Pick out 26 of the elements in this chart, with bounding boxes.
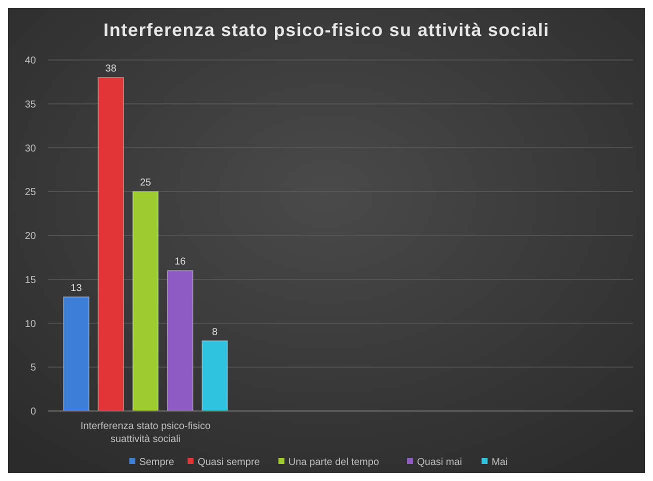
bar <box>132 191 159 412</box>
y-tick-label: 30 <box>24 143 36 154</box>
bar <box>166 270 194 412</box>
bar <box>202 340 228 412</box>
data-label: 38 <box>105 64 117 75</box>
legend-label: Mai <box>492 457 508 468</box>
y-tick-label: 20 <box>24 231 36 242</box>
data-label: 25 <box>140 178 152 189</box>
x-tick-label: Interferenza stato psico-fisico suattività sociali <box>80 421 211 445</box>
data-label: 16 <box>174 256 186 268</box>
y-tick-label: 35 <box>24 99 36 110</box>
legend-label: Quasi sempre <box>198 457 260 468</box>
data-label: 13 <box>70 282 82 294</box>
y-tick-label: 25 <box>24 187 36 198</box>
y-tick-label: 10 <box>24 318 36 330</box>
bar <box>63 296 90 412</box>
y-tick-label: 15 <box>24 274 36 286</box>
chart-title: Interferenza stato psico-fisico su attività sociali <box>104 20 550 40</box>
y-tick-label: 40 <box>24 56 36 66</box>
data-label: 8 <box>212 326 218 338</box>
y-tick-label: 0 <box>30 406 36 418</box>
legend-label: Sempre <box>139 457 175 468</box>
bar <box>98 77 124 412</box>
y-tick-label: 5 <box>30 362 36 374</box>
legend-label: Una parte del tempo <box>288 457 380 468</box>
legend-label: Quasi mai <box>417 457 462 468</box>
